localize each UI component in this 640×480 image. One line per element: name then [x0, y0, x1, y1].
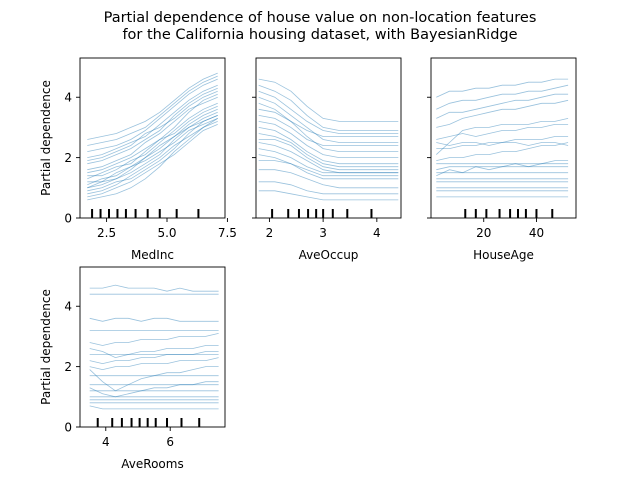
y-axis-label: Partial dependence — [39, 80, 53, 196]
axes-frame — [255, 57, 402, 219]
ice-curve-8 — [258, 115, 399, 146]
x-tick-label: 4 — [102, 435, 110, 449]
ice-curve-3 — [87, 121, 218, 201]
subplot-houseage: 20 40 HouseAge — [427, 57, 577, 262]
ice-curve-13 — [87, 84, 218, 158]
x-tick-label: 2 — [266, 226, 274, 240]
ice-curve-3 — [436, 166, 569, 171]
subplot-medinc: 2.5 5.0 7.5 0 2 4 MedInc Partial dependence — [39, 57, 237, 262]
ice-curve-9 — [436, 99, 569, 128]
ice-curve-11 — [87, 124, 218, 198]
ice-curve-18 — [87, 115, 218, 189]
ice-curve-16 — [89, 381, 219, 398]
ice-curve-17 — [258, 139, 399, 171]
ice-curve-15 — [258, 190, 399, 201]
ice-curve-9 — [258, 181, 399, 195]
subplot-averooms: 4 6 0 2 4 AveRooms Partial dependence — [39, 266, 226, 471]
axes-frame — [79, 57, 226, 219]
ice-curve-16 — [258, 84, 399, 131]
ice-curve-10 — [87, 118, 218, 186]
ice-curve-7 — [436, 142, 569, 161]
ice-curve-7 — [89, 366, 219, 392]
ice-curve-6 — [436, 124, 569, 140]
x-tick-label: 6 — [166, 435, 174, 449]
ice-curve-13 — [258, 108, 399, 137]
ice-curve-17 — [87, 75, 218, 146]
ice-curve-1 — [89, 284, 219, 292]
x-axis-label: MedInc — [131, 248, 174, 262]
x-tick-label: 20 — [476, 226, 491, 240]
ice-curve-13 — [89, 405, 219, 410]
subplot-aveoccup: 2 3 4 AveOccup — [252, 57, 402, 262]
axes-frame — [430, 57, 577, 219]
axes-frame — [79, 266, 226, 428]
x-tick-label: 3 — [319, 226, 327, 240]
ice-curve-3 — [89, 317, 219, 322]
ice-curve-15 — [89, 333, 219, 346]
ice-curves — [436, 78, 569, 198]
y-axis-label: Partial dependence — [39, 289, 53, 405]
y-tick-label: 4 — [64, 91, 72, 105]
y-tick-label: 2 — [64, 360, 72, 374]
ice-curves — [89, 284, 219, 410]
ice-curve-11 — [258, 133, 399, 168]
ice-curve-2 — [436, 118, 569, 155]
ice-curve-7 — [87, 115, 218, 192]
x-axis-label: HouseAge — [473, 248, 534, 262]
ice-curve-14 — [87, 105, 218, 180]
ice-curve-15 — [87, 118, 218, 195]
ice-curve-14 — [258, 148, 399, 174]
x-tick-label: 40 — [529, 226, 544, 240]
ice-curve-1 — [436, 84, 569, 110]
figure-title-line-2: for the California housing dataset, with… — [122, 27, 517, 43]
ice-curve-16 — [87, 90, 218, 161]
x-tick-label: 4 — [373, 226, 381, 240]
x-axis-label: AveRooms — [121, 457, 183, 471]
ice-curve-4 — [258, 142, 399, 174]
ice-curve-4 — [87, 78, 218, 152]
ice-curve-16 — [436, 142, 569, 146]
ice-curve-12 — [258, 160, 399, 177]
y-tick-label: 0 — [64, 212, 72, 226]
ice-curve-7 — [258, 169, 399, 189]
ice-curve-18 — [258, 121, 399, 159]
ice-curve-10 — [258, 96, 399, 143]
ice-curve-17 — [436, 160, 569, 177]
ice-curve-5 — [87, 108, 218, 183]
figure-title-line-1: Partial dependence of house value on non… — [104, 10, 537, 26]
ice-curve-6 — [87, 87, 218, 165]
ice-curve-5 — [258, 78, 399, 122]
y-tick-label: 0 — [64, 421, 72, 435]
x-tick-label: 2.5 — [97, 226, 116, 240]
x-axis-label: AveOccup — [299, 248, 359, 262]
ice-curve-11 — [436, 136, 569, 150]
ice-curve-3 — [258, 127, 399, 165]
ice-curve-1 — [87, 111, 218, 189]
ice-curve-9 — [87, 72, 218, 140]
ice-curve-14 — [89, 357, 219, 371]
ice-curve-2 — [87, 93, 218, 174]
ice-curve-14 — [436, 93, 569, 119]
ice-curve-12 — [87, 96, 218, 171]
ice-curve-5 — [89, 345, 219, 359]
ice-curve-6 — [258, 154, 399, 180]
y-tick-label: 4 — [64, 300, 72, 314]
y-tick-label: 2 — [64, 151, 72, 165]
ice-curves — [87, 72, 218, 201]
ice-curves — [258, 78, 399, 201]
x-tick-label: 7.5 — [218, 226, 237, 240]
ice-curve-2 — [258, 102, 399, 153]
ice-curve-1 — [258, 90, 399, 134]
ice-curve-18 — [436, 78, 569, 98]
ice-curve-6 — [89, 351, 219, 365]
x-tick-label: 5.0 — [157, 226, 176, 240]
ice-curve-8 — [87, 102, 218, 177]
